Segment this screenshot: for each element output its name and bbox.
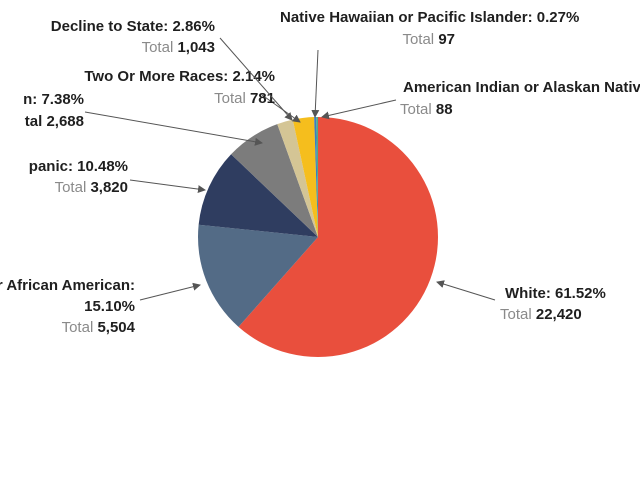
slice-label: Native Hawaiian or Pacific Islander: 0.2… <box>280 9 579 26</box>
slice-total: Total 88 <box>400 101 453 118</box>
pie-slice <box>314 117 318 237</box>
total-word: Total <box>500 306 532 323</box>
leader-line <box>321 99 397 120</box>
total-value: 1,043 <box>177 39 215 56</box>
slice-total: Total 781 <box>214 90 275 107</box>
total-value: tal 2,688 <box>25 113 84 130</box>
leader-line <box>219 37 293 121</box>
slice-label: White: 61.52% <box>505 285 606 302</box>
slice-label: r African American: <box>0 277 135 294</box>
total-word: Total <box>214 90 246 107</box>
pie-slice <box>238 117 438 357</box>
slice-total: Total 3,820 <box>55 179 128 196</box>
pie-slice <box>277 119 318 237</box>
slice-label: 15.10% <box>84 298 135 315</box>
slice-total: Total 5,504 <box>62 319 136 336</box>
slice-label: Decline to State: 2.86% <box>51 18 215 35</box>
leader-line <box>261 94 301 123</box>
total-word: Total <box>402 31 434 48</box>
pie-slice <box>231 124 318 237</box>
slice-total: Total 97 <box>402 31 455 48</box>
leader-line <box>311 49 320 118</box>
leader-line <box>436 280 496 301</box>
total-word: Total <box>55 179 87 196</box>
slice-total: Total 22,420 <box>500 306 582 323</box>
total-value: 88 <box>436 101 453 118</box>
leader-line <box>139 282 201 301</box>
slice-total: tal 2,688 <box>25 113 84 130</box>
slice-label: panic: 10.48% <box>29 158 128 175</box>
leader-line <box>84 111 263 146</box>
total-value: 3,820 <box>90 179 128 196</box>
total-word: Total <box>400 101 432 118</box>
slice-total: Total 1,043 <box>142 39 215 56</box>
total-word: Total <box>62 319 94 336</box>
pie-slice <box>316 117 318 237</box>
slice-label: Two Or More Races: 2.14% <box>84 68 275 85</box>
pie-slice <box>197 224 318 327</box>
total-word: Total <box>142 39 174 56</box>
total-value: 5,504 <box>97 319 135 336</box>
slice-label: American Indian or Alaskan Nativ <box>403 79 640 96</box>
total-value: 781 <box>250 90 275 107</box>
leader-line <box>129 179 206 194</box>
slice-label: n: 7.38% <box>23 91 84 108</box>
total-value: 22,420 <box>536 306 582 323</box>
pie-slice <box>198 154 318 237</box>
total-value: 97 <box>438 31 455 48</box>
pie-slice <box>292 117 318 237</box>
